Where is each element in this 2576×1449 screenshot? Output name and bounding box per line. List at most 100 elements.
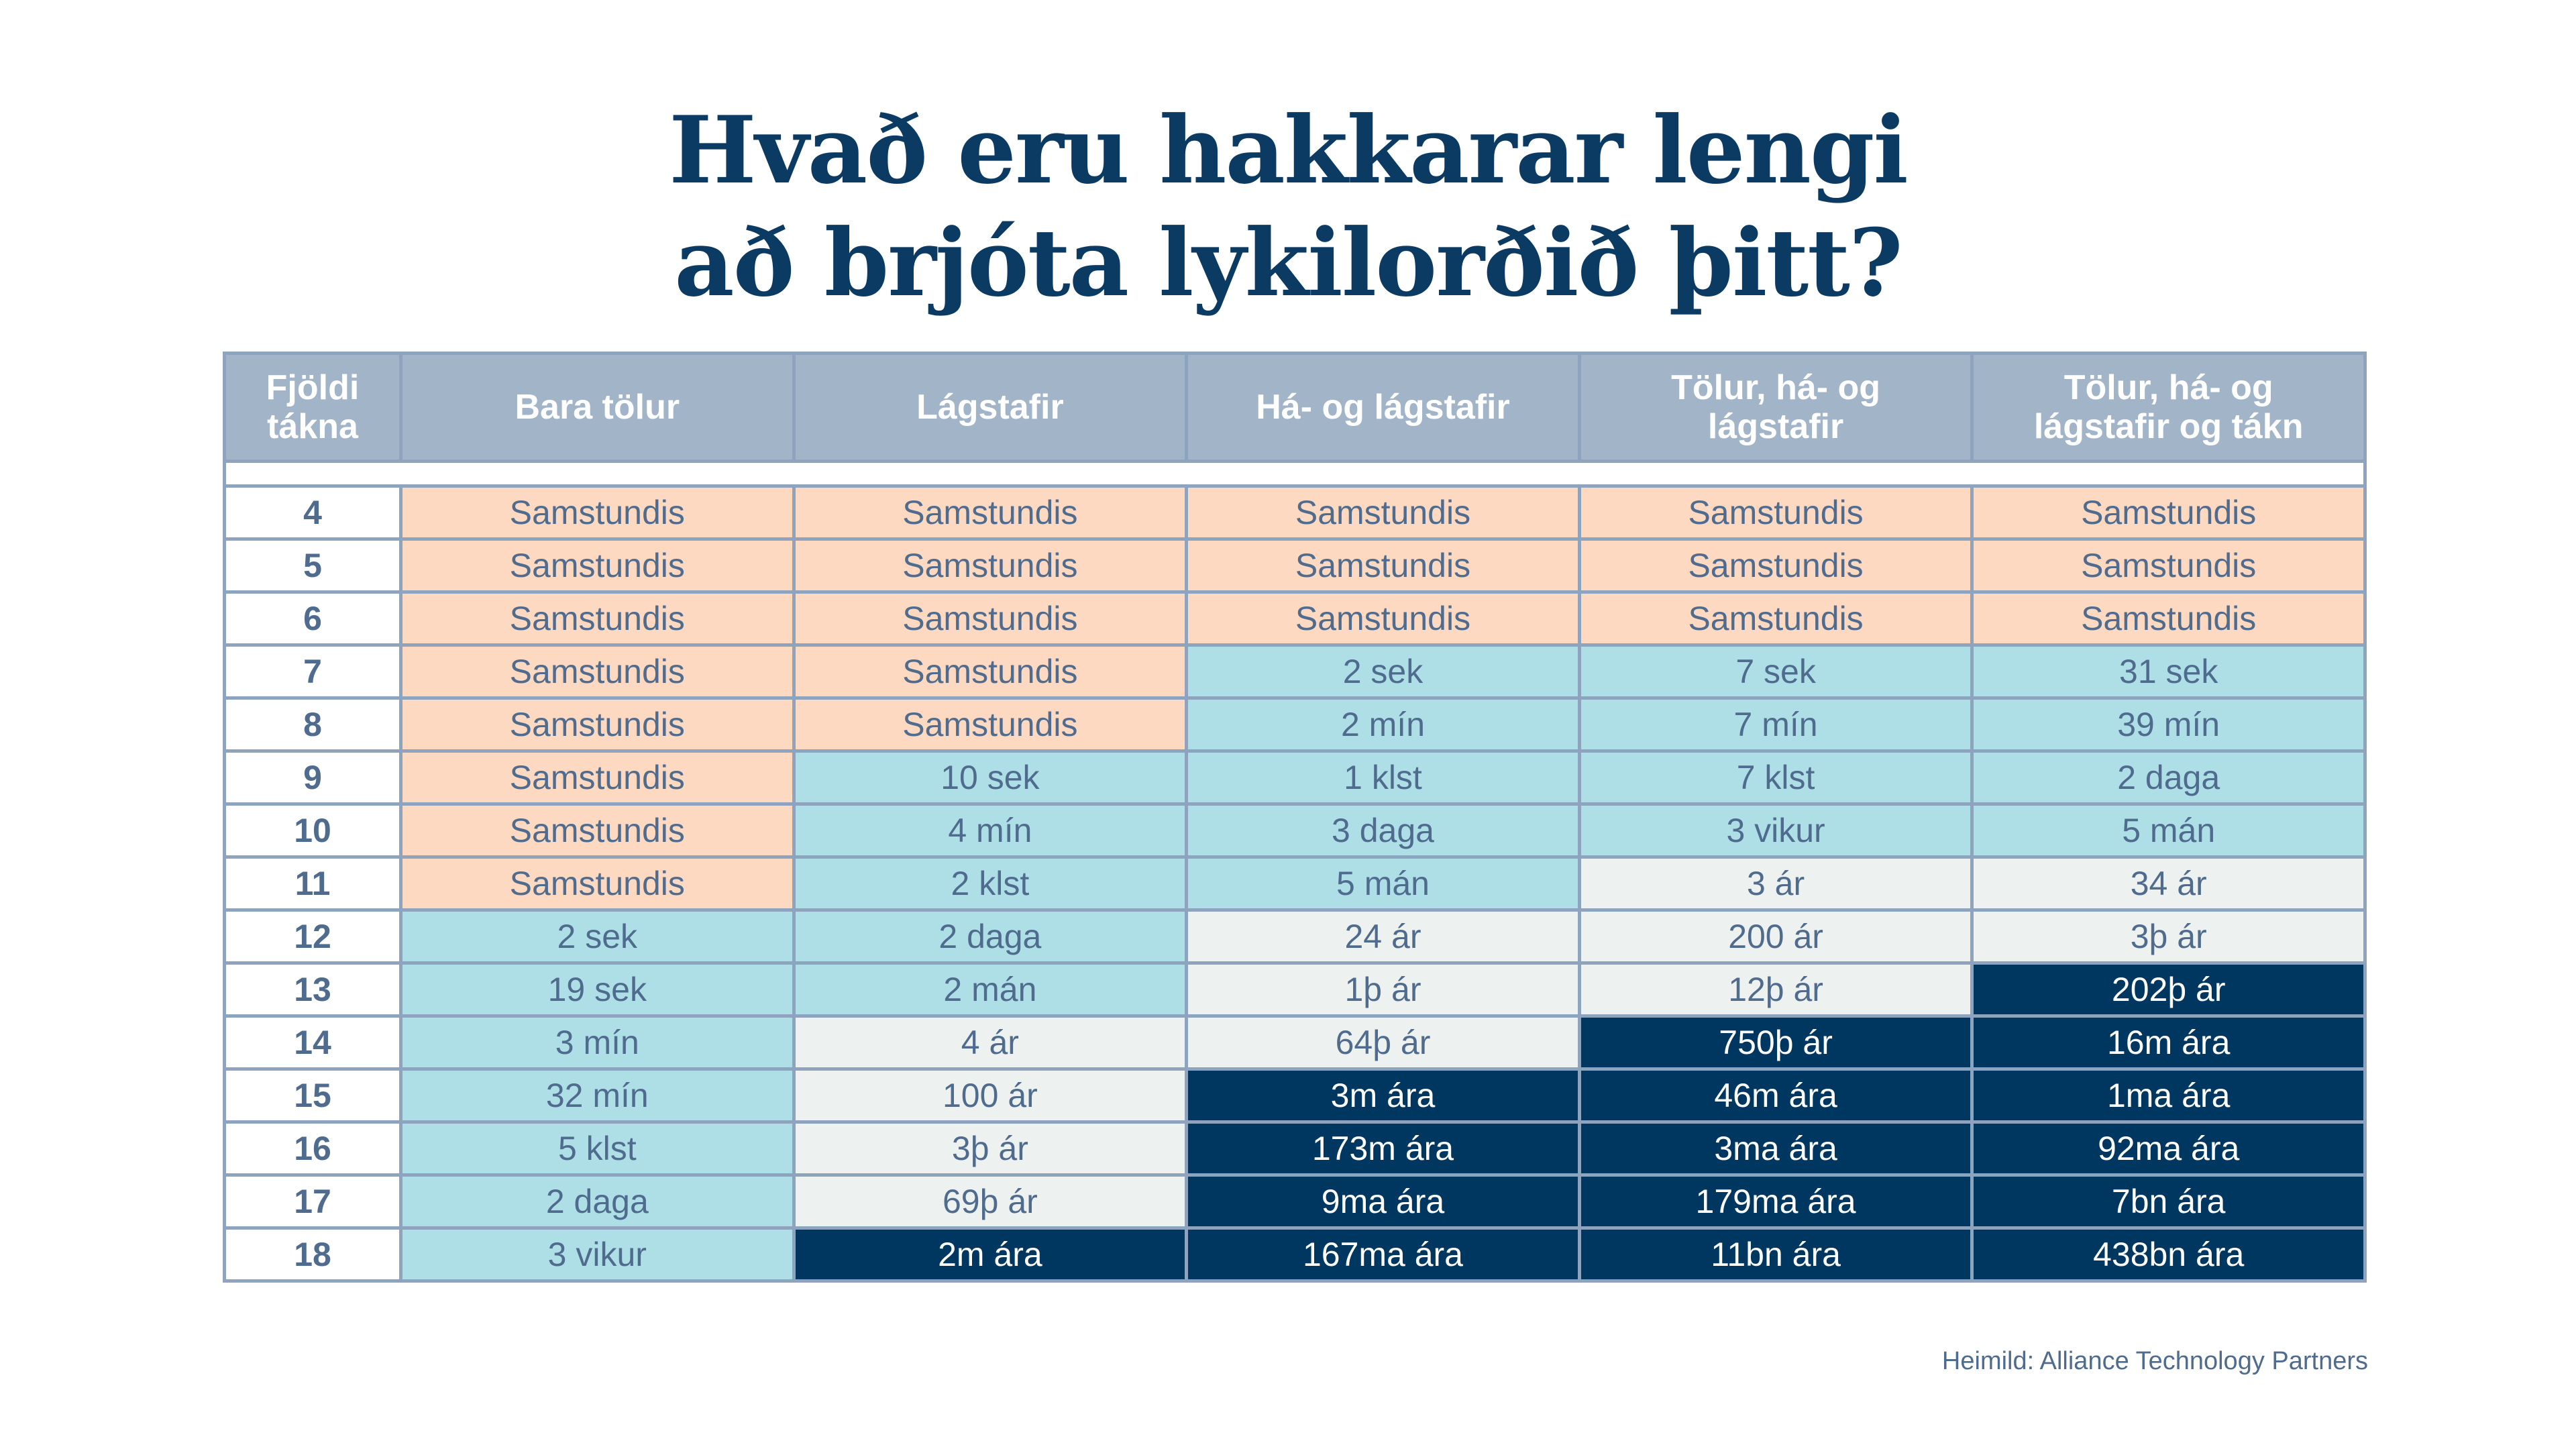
crack-time-cell: 2 daga	[399, 1173, 796, 1230]
crack-time-cell: 3 vikur	[1577, 802, 1974, 859]
crack-time-cell: 1 klst	[1185, 749, 1581, 806]
crack-time-cell: 200 ár	[1577, 908, 1974, 965]
crack-time-cell: Samstundis	[399, 643, 796, 700]
password-crack-time-table: Fjöldi tákna Bara tölur Lágstafir Há- og lág…	[223, 352, 2367, 1283]
table-row: 5 Samstundis Samstundis Samstundis Samstundi…	[223, 537, 2367, 594]
crack-time-cell: 5 mán	[1970, 802, 2367, 859]
header-column: Lágstafir	[792, 352, 1189, 463]
char-count-cell: 13	[223, 961, 402, 1018]
table-row: 17 2 daga 69þ ár 9ma ára 179ma ára 7bn ára	[223, 1173, 2367, 1230]
char-count-cell: 6	[223, 590, 402, 647]
crack-time-cell: Samstundis	[792, 537, 1189, 594]
crack-time-cell: Samstundis	[1970, 537, 2367, 594]
crack-time-cell: 2 sek	[1185, 643, 1581, 700]
crack-time-cell: Samstundis	[399, 537, 796, 594]
char-count-cell: 14	[223, 1014, 402, 1071]
char-count-cell: 8	[223, 696, 402, 753]
crack-time-cell: 4 mín	[792, 802, 1189, 859]
crack-time-cell: 92ma ára	[1970, 1120, 2367, 1177]
crack-time-cell: 7 klst	[1577, 749, 1974, 806]
crack-time-cell: 46m ára	[1577, 1067, 1974, 1124]
table-row: 10 Samstundis 4 mín 3 daga 3 vikur 5 mán	[223, 802, 2367, 859]
crack-time-cell: 1ma ára	[1970, 1067, 2367, 1124]
crack-time-cell: Samstundis	[792, 590, 1189, 647]
crack-time-cell: 2 sek	[399, 908, 796, 965]
table-row: 16 5 klst 3þ ár 173m ára 3ma ára 92ma ára	[223, 1120, 2367, 1177]
spacer-row	[223, 460, 2367, 488]
title-line-2: að brjóta lykilorðið þitt?	[674, 208, 1903, 317]
char-count-cell: 16	[223, 1120, 402, 1177]
crack-time-cell: 31 sek	[1970, 643, 2367, 700]
table-row: 4 Samstundis Samstundis Samstundis Samstundi…	[223, 484, 2367, 541]
char-count-cell: 12	[223, 908, 402, 965]
crack-time-cell: Samstundis	[399, 590, 796, 647]
crack-time-cell: 24 ár	[1185, 908, 1581, 965]
crack-time-cell: Samstundis	[1185, 484, 1581, 541]
crack-time-cell: 2 klst	[792, 855, 1189, 912]
crack-time-cell: 3ma ára	[1577, 1120, 1974, 1177]
crack-time-cell: Samstundis	[1970, 484, 2367, 541]
table-row: 18 3 vikur 2m ára 167ma ára 11bn ára 438bn ár…	[223, 1226, 2367, 1283]
crack-time-cell: Samstundis	[399, 855, 796, 912]
title-line-1: Hvað eru hakkarar lengi	[669, 95, 1909, 205]
char-count-cell: 9	[223, 749, 402, 806]
crack-time-cell: Samstundis	[792, 484, 1189, 541]
crack-time-cell: Samstundis	[1577, 484, 1974, 541]
table-row: 13 19 sek 2 mán 1þ ár 12þ ár 202þ ár	[223, 961, 2367, 1018]
crack-time-cell: 5 klst	[399, 1120, 796, 1177]
char-count-cell: 15	[223, 1067, 402, 1124]
crack-time-cell: 10 sek	[792, 749, 1189, 806]
table-row: 9 Samstundis 10 sek 1 klst 7 klst 2 daga	[223, 749, 2367, 806]
header-column: Tölur, há- og lágstafir	[1577, 352, 1974, 463]
crack-time-cell: 7 mín	[1577, 696, 1974, 753]
crack-time-cell: 16m ára	[1970, 1014, 2367, 1071]
crack-time-cell: Samstundis	[1185, 590, 1581, 647]
crack-time-cell: Samstundis	[399, 696, 796, 753]
char-count-cell: 7	[223, 643, 402, 700]
crack-time-cell: 3 daga	[1185, 802, 1581, 859]
table-row: 6 Samstundis Samstundis Samstundis Samstundi…	[223, 590, 2367, 647]
crack-time-cell: 750þ ár	[1577, 1014, 1974, 1071]
char-count-cell: 10	[223, 802, 402, 859]
crack-time-cell: 202þ ár	[1970, 961, 2367, 1018]
table-row: 11 Samstundis 2 klst 5 mán 3 ár 34 ár	[223, 855, 2367, 912]
crack-time-cell: Samstundis	[792, 643, 1189, 700]
crack-time-cell: Samstundis	[399, 484, 796, 541]
crack-time-cell: 39 mín	[1970, 696, 2367, 753]
char-count-cell: 5	[223, 537, 402, 594]
crack-time-cell: 34 ár	[1970, 855, 2367, 912]
crack-time-cell: 3 ár	[1577, 855, 1974, 912]
crack-time-cell: 5 mán	[1185, 855, 1581, 912]
crack-time-cell: 69þ ár	[792, 1173, 1189, 1230]
char-count-cell: 18	[223, 1226, 402, 1283]
table-row: 14 3 mín 4 ár 64þ ár 750þ ár 16m ára	[223, 1014, 2367, 1071]
crack-time-cell: 2m ára	[792, 1226, 1189, 1283]
crack-time-cell: 173m ára	[1185, 1120, 1581, 1177]
crack-time-cell: Samstundis	[399, 802, 796, 859]
crack-time-cell: 9ma ára	[1185, 1173, 1581, 1230]
header-row: Fjöldi tákna Bara tölur Lágstafir Há- og lág…	[223, 352, 2367, 463]
spacer-cell	[223, 460, 2367, 488]
crack-time-cell: 19 sek	[399, 961, 796, 1018]
crack-time-cell: 2 daga	[1970, 749, 2367, 806]
header-char-count: Fjöldi tákna	[223, 352, 402, 463]
source-note: Heimild: Alliance Technology Partners	[1941, 1347, 2368, 1375]
table-row: 15 32 mín 100 ár 3m ára 46m ára 1ma ára	[223, 1067, 2367, 1124]
crack-time-cell: 3m ára	[1185, 1067, 1581, 1124]
crack-time-cell: 3þ ár	[1970, 908, 2367, 965]
crack-time-cell: 7 sek	[1577, 643, 1974, 700]
header-column: Há- og lágstafir	[1185, 352, 1581, 463]
crack-time-cell: 100 ár	[792, 1067, 1189, 1124]
crack-time-cell: Samstundis	[399, 749, 796, 806]
crack-time-cell: 7bn ára	[1970, 1173, 2367, 1230]
char-count-cell: 11	[223, 855, 402, 912]
crack-time-cell: 3þ ár	[792, 1120, 1189, 1177]
header-column: Bara tölur	[399, 352, 796, 463]
crack-time-cell: Samstundis	[792, 696, 1189, 753]
crack-time-cell: 2 mín	[1185, 696, 1581, 753]
char-count-cell: 17	[223, 1173, 402, 1230]
crack-time-cell: Samstundis	[1577, 590, 1974, 647]
crack-time-cell: 64þ ár	[1185, 1014, 1581, 1071]
crack-time-cell: 2 daga	[792, 908, 1189, 965]
crack-time-cell: Samstundis	[1577, 537, 1974, 594]
